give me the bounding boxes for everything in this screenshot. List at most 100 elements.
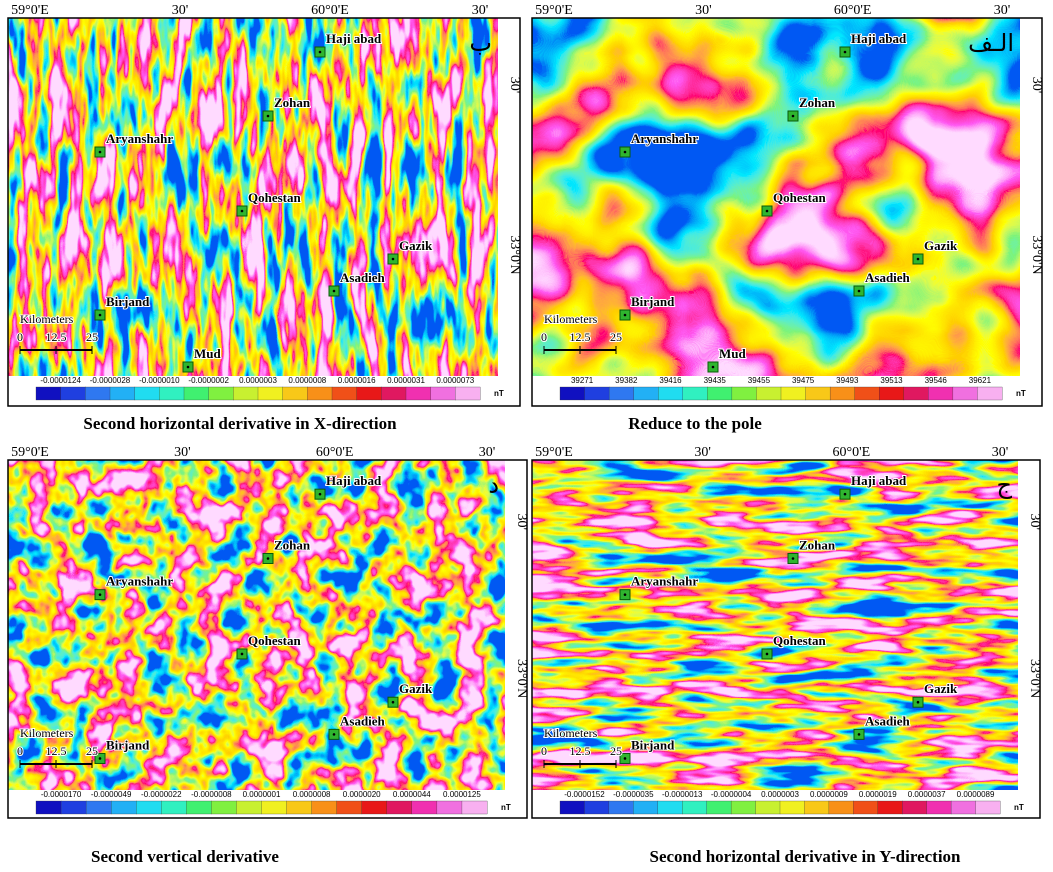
longitude-label: 30' — [172, 3, 189, 18]
colorbar-unit: nT — [1016, 389, 1026, 398]
longitude-label: 30' — [694, 445, 711, 460]
city-dot — [624, 151, 627, 154]
city-label: Gazik — [399, 238, 433, 253]
city-label: Birjand — [106, 737, 150, 752]
colorbar-cell — [36, 387, 61, 400]
latitude-label: 30' — [514, 514, 529, 531]
colorbar-cell — [830, 387, 855, 400]
city-label: Birjand — [106, 294, 150, 309]
colorbar-cell — [658, 801, 683, 814]
city-label: Qohestan — [248, 190, 302, 205]
colorbar-cell — [781, 387, 806, 400]
colorbar-cell — [707, 387, 732, 400]
scale-tick: 12.5 — [570, 330, 591, 344]
colorbar-cell — [731, 801, 756, 814]
latitude-label: 33°0'N — [1029, 235, 1044, 274]
colorbar-label: -0.0000002 — [188, 376, 229, 385]
colorbar-cell — [829, 801, 854, 814]
panel-caption: Second vertical derivative — [91, 847, 279, 866]
colorbar-cell — [756, 387, 781, 400]
city-dot — [99, 314, 102, 317]
longitude-label: 59°0'E — [11, 445, 49, 460]
city-label: Haji abad — [851, 31, 907, 46]
city-dot — [858, 290, 861, 293]
latitude-label: 33°0'N — [1027, 659, 1042, 698]
city-label: Asadieh — [340, 713, 386, 728]
colorbar-cell — [86, 801, 111, 814]
city-dot — [392, 701, 395, 704]
colorbar-label: 39271 — [571, 376, 594, 385]
city-label: Mud — [719, 346, 747, 361]
colorbar-cell — [412, 801, 437, 814]
city-label: Aryanshahr — [631, 131, 698, 146]
scale-title: Kilometers — [20, 312, 74, 326]
colorbar-cell — [902, 801, 927, 814]
panel-letter: ج — [997, 471, 1013, 499]
scale-title: Kilometers — [20, 726, 74, 740]
colorbar-label: 39416 — [659, 376, 682, 385]
colorbar-cell — [904, 387, 929, 400]
latitude-label: 30' — [1029, 77, 1044, 94]
colorbar-cell — [560, 387, 585, 400]
longitude-label: 30' — [479, 445, 496, 460]
city-label: Haji abad — [326, 31, 382, 46]
colorbar-cell — [780, 801, 805, 814]
colorbar-label: 39621 — [969, 376, 992, 385]
city-dot — [624, 757, 627, 760]
colorbar-label: -0.0000049 — [91, 790, 132, 799]
scale-tick: 12.5 — [46, 330, 67, 344]
city-dot — [99, 593, 102, 596]
colorbar-cell — [283, 387, 308, 400]
city-dot — [844, 493, 847, 496]
scale-tick: 25 — [610, 330, 622, 344]
colorbar-cell — [953, 387, 978, 400]
latitude-label: 30' — [1027, 514, 1042, 531]
colorbar-cell — [585, 387, 610, 400]
colorbar-cell — [135, 387, 160, 400]
panel-caption: Second horizontal derivative in Y-direct… — [649, 847, 961, 866]
city-label: Haji abad — [851, 473, 907, 488]
city-dot — [319, 493, 322, 496]
scale-tick: 25 — [86, 744, 98, 758]
city-label: Haji abad — [326, 473, 382, 488]
scale-tick: 25 — [610, 744, 622, 758]
colorbar-label: 39493 — [836, 376, 859, 385]
colorbar-label: -0.0000004 — [711, 790, 752, 799]
colorbar-cell — [186, 801, 211, 814]
colorbar-cell — [879, 387, 904, 400]
colorbar-label: 0.0000008 — [288, 376, 326, 385]
city-dot — [187, 366, 190, 369]
city-dot — [333, 290, 336, 293]
colorbar-cell — [455, 387, 480, 400]
city-dot — [392, 258, 395, 261]
colorbar-cell — [634, 387, 659, 400]
colorbar-cell — [233, 387, 258, 400]
colorbar-label: 39546 — [925, 376, 948, 385]
scale-tick: 12.5 — [570, 744, 591, 758]
colorbar-label: 39382 — [615, 376, 638, 385]
colorbar-label: 0.0000031 — [387, 376, 425, 385]
city-dot — [766, 653, 769, 656]
city-label: Asadieh — [340, 270, 386, 285]
colorbar-cell — [136, 801, 161, 814]
colorbar-cell — [658, 387, 683, 400]
city-label: Zohan — [274, 537, 311, 552]
colorbar-cell — [928, 387, 953, 400]
colorbar-cell — [159, 387, 184, 400]
city-dot — [333, 733, 336, 736]
scale-tick: 0 — [17, 744, 23, 758]
colorbar-cell — [806, 387, 831, 400]
latitude-label: 33°0'N — [514, 659, 529, 698]
colorbar-cell — [732, 387, 757, 400]
colorbar-cell — [36, 801, 61, 814]
longitude-label: 59°0'E — [535, 445, 573, 460]
city-label: Aryanshahr — [631, 574, 698, 589]
colorbar-cell — [357, 387, 382, 400]
colorbar-label: 0.0000019 — [859, 790, 897, 799]
city-dot — [792, 557, 795, 560]
colorbar-cell — [853, 801, 878, 814]
city-label: Aryanshahr — [106, 131, 173, 146]
city-label: Qohestan — [773, 633, 827, 648]
city-dot — [241, 210, 244, 213]
scale-tick: 25 — [86, 330, 98, 344]
